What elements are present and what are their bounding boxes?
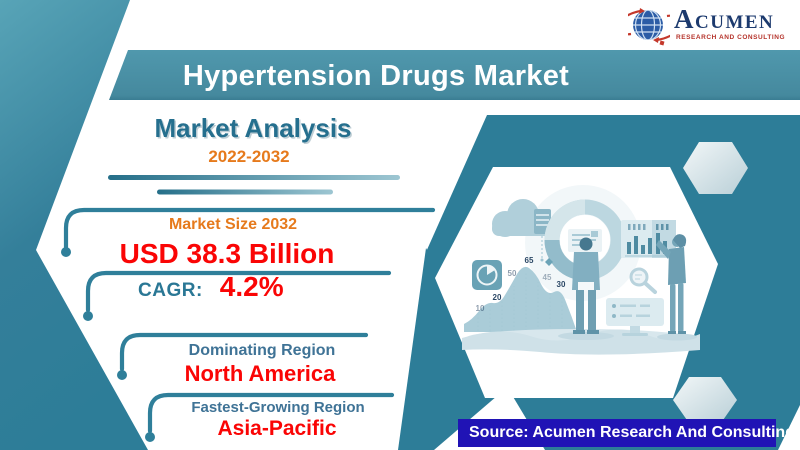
analytics-illustration: 10 20 50 65 45 30 — [462, 185, 700, 355]
globe-icon — [628, 8, 670, 46]
magnifying-glass-icon — [629, 267, 657, 294]
chart-value-50: 50 — [508, 269, 517, 278]
cloud-database-icon — [492, 199, 552, 262]
market-size-value: USD 38.3 Billion — [119, 238, 335, 269]
decor-hexagon-bottom — [673, 377, 737, 423]
brand-tagline: RESEARCH AND CONSULTING — [676, 34, 786, 41]
dominating-region-value: North America — [184, 361, 336, 386]
bottom-teal-wedge — [398, 248, 504, 450]
left-chevron-shape — [0, 0, 148, 450]
man-figure — [558, 237, 614, 340]
woman-figure — [656, 234, 697, 341]
bracket-market-size — [63, 207, 436, 250]
bracket-fastest — [147, 392, 395, 434]
chart-value-65: 65 — [525, 256, 534, 265]
area-chart-values: 10 20 50 65 45 30 — [476, 256, 566, 313]
bracket-dominating — [119, 332, 369, 372]
pie-chart-icon — [472, 260, 502, 290]
brand-initial: A — [674, 4, 695, 34]
cagr-row: CAGR: 4.2% — [138, 271, 284, 303]
title-banner-ribbon — [109, 50, 800, 100]
decor-hexagon-top — [683, 142, 748, 194]
cagr-label: CAGR: — [138, 280, 203, 301]
fastest-region-label: Fastest-Growing Region — [191, 399, 365, 416]
source-attribution-bar: Source: Acumen Research And Consulting — [458, 419, 795, 447]
market-size-label: Market Size 2032 — [168, 216, 298, 233]
brand-rest: CUMEN — [695, 12, 775, 33]
fastest-region-value: Asia-Pacific — [217, 417, 337, 440]
analysis-period: 2022-2032 — [208, 147, 290, 166]
chart-value-20: 20 — [493, 293, 502, 302]
page-title: Hypertension Drugs Market — [182, 60, 570, 92]
acumen-logo: ACUMEN RESEARCH AND CONSULTING — [612, 2, 798, 48]
bracket-connectors — [63, 207, 436, 434]
divider-line-2 — [157, 189, 333, 195]
dashboard-panel — [606, 298, 664, 336]
chart-value-10: 10 — [476, 304, 485, 313]
brand-name: ACUMEN — [674, 4, 774, 38]
area-chart: 10 20 50 65 45 30 — [464, 256, 577, 332]
dominating-region-label: Dominating Region — [188, 342, 336, 359]
cagr-value: 4.2% — [219, 271, 284, 302]
chart-value-45: 45 — [543, 273, 552, 282]
divider-line-1 — [108, 175, 400, 180]
chart-value-30: 30 — [557, 280, 566, 289]
market-analysis-heading: Market Analysis — [154, 113, 352, 143]
bracket-cagr — [85, 270, 392, 313]
bracket-dots — [61, 247, 155, 442]
